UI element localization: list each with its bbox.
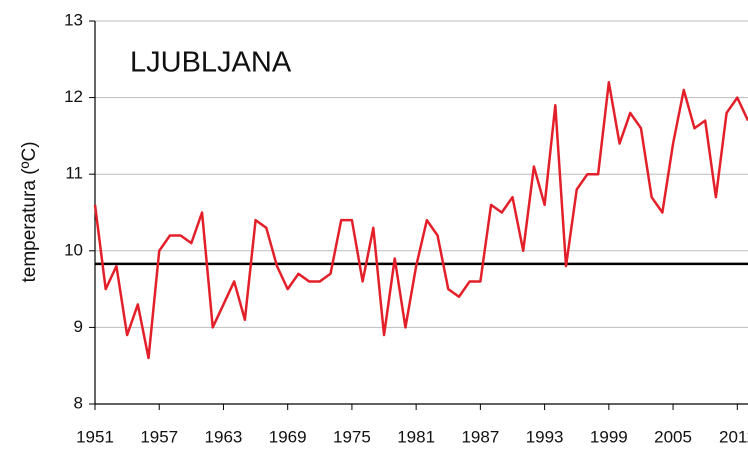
x-tick-label: 2011 — [719, 427, 748, 446]
x-tick-label: 2005 — [654, 427, 692, 446]
x-tick-label: 1975 — [333, 427, 371, 446]
y-tick-label: 8 — [74, 393, 83, 412]
x-tick-label: 1963 — [205, 427, 243, 446]
y-tick-label: 13 — [64, 10, 83, 29]
annotation: LJUBLJANA — [130, 47, 292, 79]
y-axis-label: temperatura (ºC) — [19, 141, 40, 282]
x-tick-label: 1987 — [461, 427, 499, 446]
y-tick-label: 9 — [74, 317, 83, 336]
data-line — [93, 81, 748, 360]
x-tick-label: 1969 — [269, 427, 307, 446]
x-tick-label: 1993 — [526, 427, 564, 446]
y-tick-label: 10 — [64, 240, 83, 259]
x-tick-label: 1951 — [76, 427, 114, 446]
x-tick-label: 1957 — [140, 427, 178, 446]
y-tick-label: 12 — [64, 87, 83, 106]
x-tick-label: 1981 — [397, 427, 435, 446]
x-tick-label: 1999 — [590, 427, 628, 446]
y-tick-label: 11 — [65, 164, 83, 183]
